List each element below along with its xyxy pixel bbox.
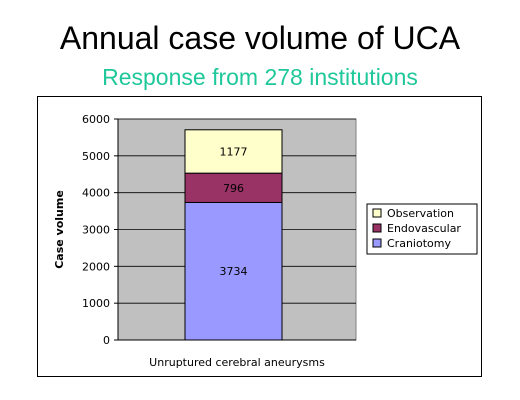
y-axis-title: Case volume: [53, 190, 66, 269]
bar-segment-endovascular: [184, 172, 283, 203]
y-tick-label: 6000: [82, 113, 110, 126]
y-tick-label: 0: [103, 334, 110, 347]
y-tick-label: 1000: [82, 297, 110, 310]
y-tick-label: 2000: [82, 260, 110, 273]
bar-segment-observation: [184, 129, 283, 174]
legend-swatch-observation: [372, 208, 382, 218]
stacked-bar-chart: 0 1000 2000 3000 4000 5000 6000 Case volume 3734…: [53, 113, 478, 369]
bar-segment-craniotomy: [184, 201, 283, 341]
chart-frame: 0 1000 2000 3000 4000 5000 6000 Case volume 3734…: [37, 96, 482, 377]
legend-label-endovascular: Endovascular: [387, 222, 461, 235]
data-label-craniotomy: 3734: [220, 265, 248, 278]
y-tick-label: 3000: [82, 224, 110, 237]
x-category-label: Unruptured cerebral aneurysms: [149, 356, 325, 369]
y-tick-label: 4000: [82, 187, 110, 200]
data-label-endovascular: 796: [223, 182, 244, 195]
page-title: Annual case volume of UCA: [59, 20, 461, 56]
legend-swatch-craniotomy: [372, 238, 382, 248]
legend-swatch-endovascular: [372, 223, 382, 233]
legend-box: [366, 203, 478, 255]
y-tick-label: 5000: [82, 150, 110, 163]
data-label-observation: 1177: [220, 145, 248, 158]
legend-label-observation: Observation: [387, 207, 454, 220]
page-subtitle: Response from 278 institutions: [102, 64, 418, 90]
legend-label-craniotomy: Craniotomy: [387, 237, 451, 250]
